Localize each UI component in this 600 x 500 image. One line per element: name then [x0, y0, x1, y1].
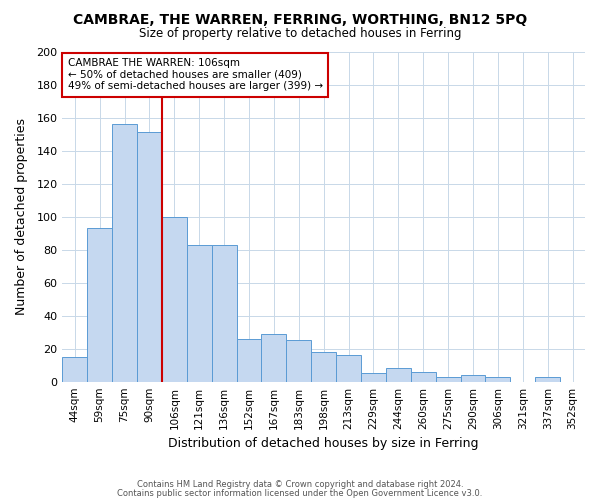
Bar	[87, 228, 112, 382]
Bar	[236, 339, 262, 382]
Bar	[262, 334, 286, 382]
Bar	[436, 376, 461, 382]
Y-axis label: Number of detached properties: Number of detached properties	[15, 118, 28, 315]
Bar	[411, 372, 436, 382]
Bar	[162, 216, 187, 382]
Bar	[485, 376, 511, 382]
Bar	[212, 244, 236, 382]
Bar	[112, 124, 137, 382]
Text: CAMBRAE THE WARREN: 106sqm
← 50% of detached houses are smaller (409)
49% of sem: CAMBRAE THE WARREN: 106sqm ← 50% of deta…	[68, 58, 323, 92]
Text: CAMBRAE, THE WARREN, FERRING, WORTHING, BN12 5PQ: CAMBRAE, THE WARREN, FERRING, WORTHING, …	[73, 12, 527, 26]
Text: Contains public sector information licensed under the Open Government Licence v3: Contains public sector information licen…	[118, 488, 482, 498]
X-axis label: Distribution of detached houses by size in Ferring: Distribution of detached houses by size …	[169, 437, 479, 450]
Bar	[311, 352, 336, 382]
Bar	[137, 132, 162, 382]
Bar	[386, 368, 411, 382]
Bar	[336, 356, 361, 382]
Bar	[187, 244, 212, 382]
Text: Size of property relative to detached houses in Ferring: Size of property relative to detached ho…	[139, 28, 461, 40]
Bar	[535, 376, 560, 382]
Bar	[286, 340, 311, 382]
Bar	[361, 374, 386, 382]
Bar	[62, 357, 87, 382]
Text: Contains HM Land Registry data © Crown copyright and database right 2024.: Contains HM Land Registry data © Crown c…	[137, 480, 463, 489]
Bar	[461, 375, 485, 382]
